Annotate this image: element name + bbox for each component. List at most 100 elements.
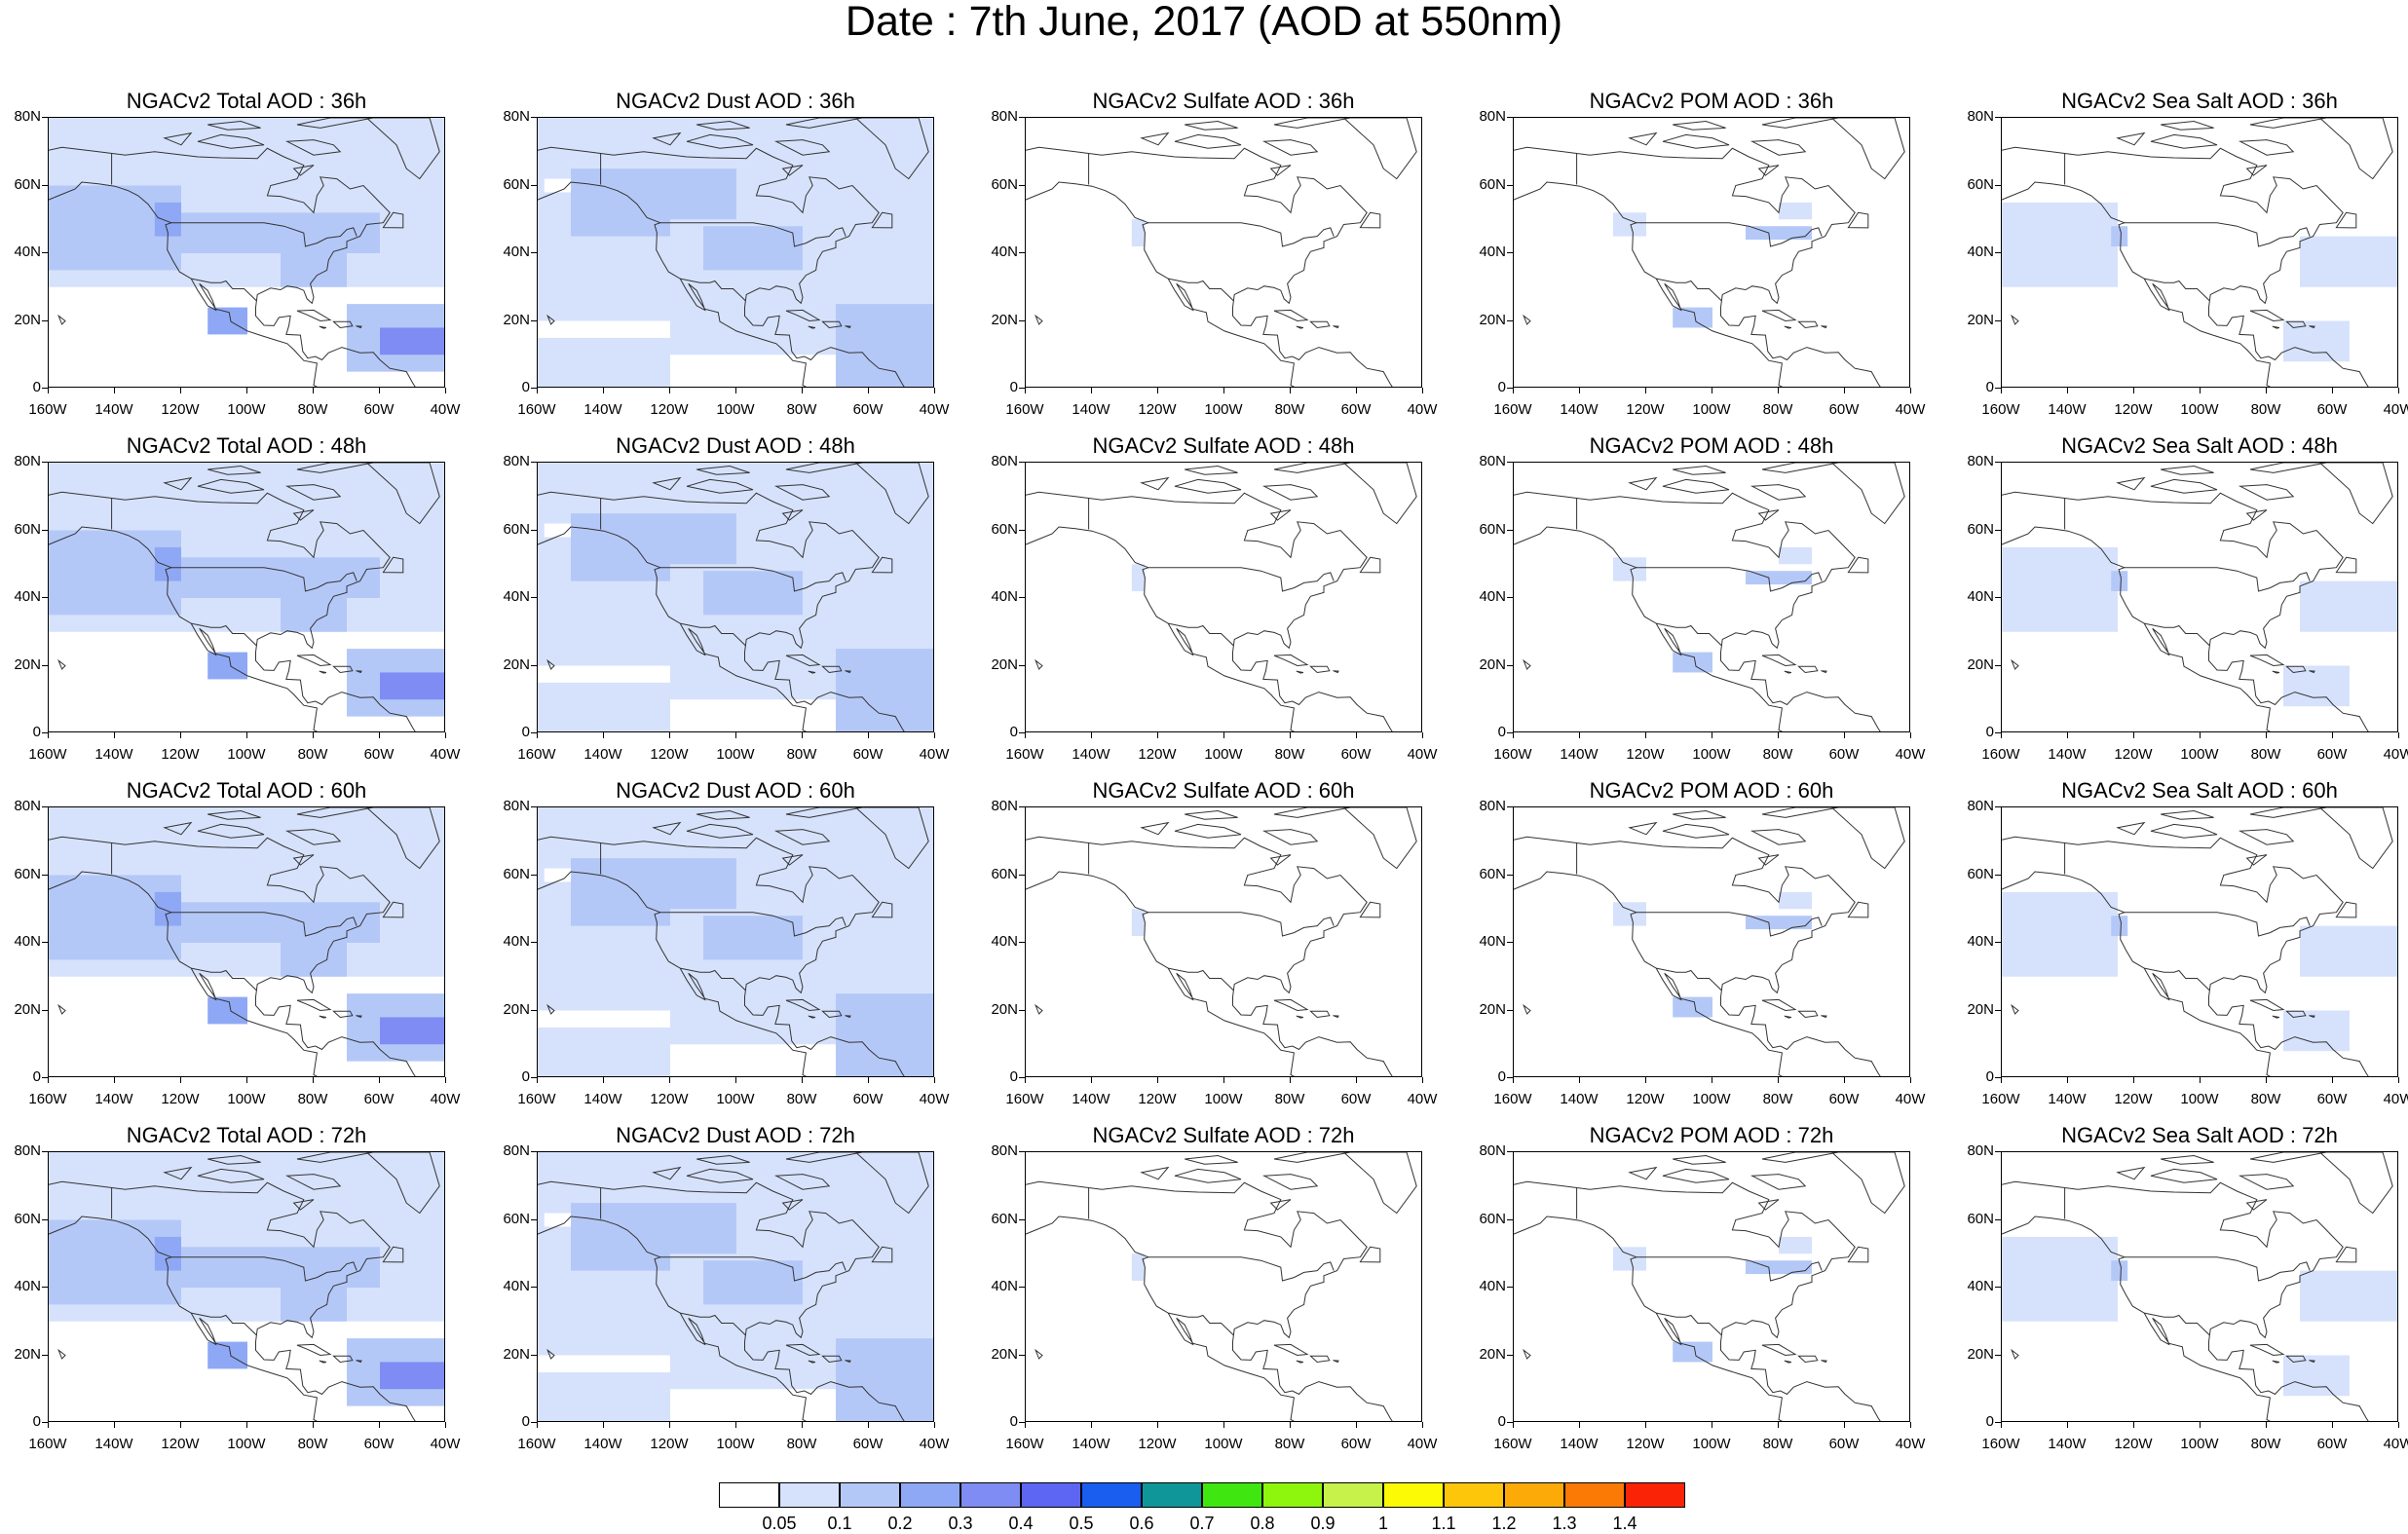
- longitude-tick-label: 80W: [297, 1436, 328, 1452]
- longitude-tick-mark: [1844, 388, 1845, 393]
- longitude-tick-label: 100W: [716, 1091, 755, 1107]
- aod-shaded-region: [2300, 1270, 2397, 1322]
- longitude-tick-mark: [2001, 388, 2002, 393]
- longitude-tick-mark: [246, 388, 247, 393]
- latitude-tick-mark: [1019, 462, 1025, 463]
- aod-shaded-region: [1131, 1253, 1146, 1282]
- latitude-tick-label: 60N: [1479, 520, 1506, 538]
- coastline-outline: [49, 1216, 319, 1421]
- longitude-tick-mark: [1910, 1422, 1911, 1428]
- map-panel: NGACv2 Sulfate AOD : 60h 80N 60N 40N 20N 0 160…: [977, 779, 1464, 1110]
- longitude-tick-label: 120W: [1626, 401, 1665, 418]
- latitude-tick-label: 0: [1497, 379, 1506, 395]
- longitude-tick-mark: [379, 1422, 380, 1428]
- latitude-tick-label: 60N: [1967, 520, 1994, 538]
- coastline-outline: [2002, 1216, 2272, 1421]
- longitude-tick-mark: [2133, 1077, 2134, 1083]
- panel-title: NGACv2 Sea Salt AOD : 60h: [2061, 778, 2338, 803]
- aod-shaded-region: [49, 355, 115, 387]
- island-outline: [1359, 901, 1381, 918]
- coastline-outline: [680, 1312, 746, 1336]
- island-outline: [2285, 665, 2307, 674]
- longitude-tick-label: 140W: [583, 1091, 622, 1107]
- island-outline: [652, 821, 682, 836]
- latitude-tick-mark: [42, 117, 48, 118]
- longitude-tick-mark: [379, 1077, 380, 1083]
- island-outline: [854, 1152, 929, 1215]
- aod-map: [538, 807, 933, 1076]
- map-panel: NGACv2 POM AOD : 72h 80N 60N 40N 20N 0 160W 140…: [1465, 1124, 1952, 1455]
- longitude-tick-mark: [48, 732, 49, 738]
- latitude-tick-mark: [42, 462, 48, 463]
- longitude-tick-label: 40W: [430, 1436, 461, 1452]
- island-outline: [1333, 325, 1339, 329]
- island-outline: [871, 211, 893, 229]
- map-plot-area: [1025, 117, 1422, 388]
- latitude-tick-mark: [531, 1009, 537, 1011]
- longitude-tick-label: 140W: [1560, 401, 1599, 418]
- longitude-tick-label: 60W: [852, 401, 884, 418]
- panel-title: NGACv2 Sea Salt AOD : 36h: [2061, 89, 2338, 113]
- latitude-tick-mark: [1019, 1287, 1025, 1288]
- coastline-outline: [2002, 526, 2272, 731]
- colorbar-label: 0.1: [827, 1514, 852, 1533]
- island-outline: [2285, 1010, 2307, 1019]
- island-outline: [1296, 1360, 1304, 1364]
- island-outline: [1273, 654, 1309, 667]
- coastline-outline: [1168, 278, 1234, 302]
- island-outline: [207, 120, 261, 131]
- longitude-tick-mark: [1356, 1422, 1357, 1428]
- latitude-tick-mark: [531, 462, 537, 463]
- latitude-tick-label: 80N: [1967, 108, 1994, 125]
- longitude-tick-mark: [1290, 388, 1291, 393]
- aod-map: [1514, 1152, 1905, 1421]
- longitude-tick-label: 80W: [297, 746, 328, 763]
- latitude-tick-mark: [42, 1218, 48, 1220]
- longitude-tick-label: 120W: [1626, 1436, 1665, 1452]
- island-outline: [163, 476, 193, 491]
- aod-shaded-region: [1779, 546, 1812, 565]
- island-outline: [2238, 484, 2295, 501]
- latitude-tick-label: 60N: [503, 865, 530, 882]
- island-outline: [773, 829, 831, 845]
- island-outline: [1750, 829, 1807, 845]
- latitude-tick-mark: [1995, 1287, 2001, 1288]
- latitude-tick-label: 80N: [14, 798, 41, 814]
- longitude-tick-label: 120W: [650, 1436, 689, 1452]
- longitude-tick-mark: [1157, 732, 1158, 738]
- island-outline: [292, 854, 315, 866]
- coastline-outline: [1026, 1180, 1393, 1421]
- island-outline: [296, 309, 332, 322]
- map-plot-area: [1513, 806, 1910, 1077]
- island-outline: [356, 670, 362, 674]
- island-outline: [845, 670, 851, 674]
- longitude-tick-mark: [246, 1077, 247, 1083]
- latitude-tick-mark: [531, 117, 537, 118]
- longitude-tick-label: 80W: [2250, 1436, 2281, 1452]
- latitude-tick-mark: [1507, 462, 1513, 463]
- latitude-tick-label: 80N: [1967, 453, 1994, 469]
- longitude-tick-mark: [1091, 1077, 1092, 1083]
- island-outline: [2116, 1166, 2146, 1180]
- longitude-tick-label: 160W: [517, 1436, 556, 1452]
- latitude-tick-label: 80N: [991, 1142, 1018, 1159]
- longitude-tick-mark: [2200, 1422, 2201, 1428]
- coastline-outline: [2124, 1256, 2311, 1282]
- coastline-outline: [1636, 222, 1823, 247]
- island-outline: [821, 1355, 843, 1364]
- latitude-tick-label: 20N: [991, 311, 1018, 328]
- longitude-tick-mark: [537, 1422, 538, 1428]
- island-outline: [2309, 1360, 2315, 1364]
- island-outline: [2150, 478, 2218, 494]
- longitude-tick-label: 120W: [1626, 746, 1665, 763]
- island-outline: [781, 854, 804, 866]
- panel-title: NGACv2 Dust AOD : 72h: [616, 1123, 855, 1147]
- island-outline: [1784, 1015, 1792, 1019]
- map-plot-area: [1513, 1151, 1910, 1422]
- aod-shaded-region: [154, 546, 181, 581]
- latitude-tick-mark: [42, 942, 48, 943]
- longitude-tick-label: 160W: [28, 401, 67, 418]
- island-outline: [1273, 309, 1309, 322]
- latitude-tick-mark: [1995, 1422, 2001, 1423]
- longitude-tick-label: 60W: [363, 1436, 395, 1452]
